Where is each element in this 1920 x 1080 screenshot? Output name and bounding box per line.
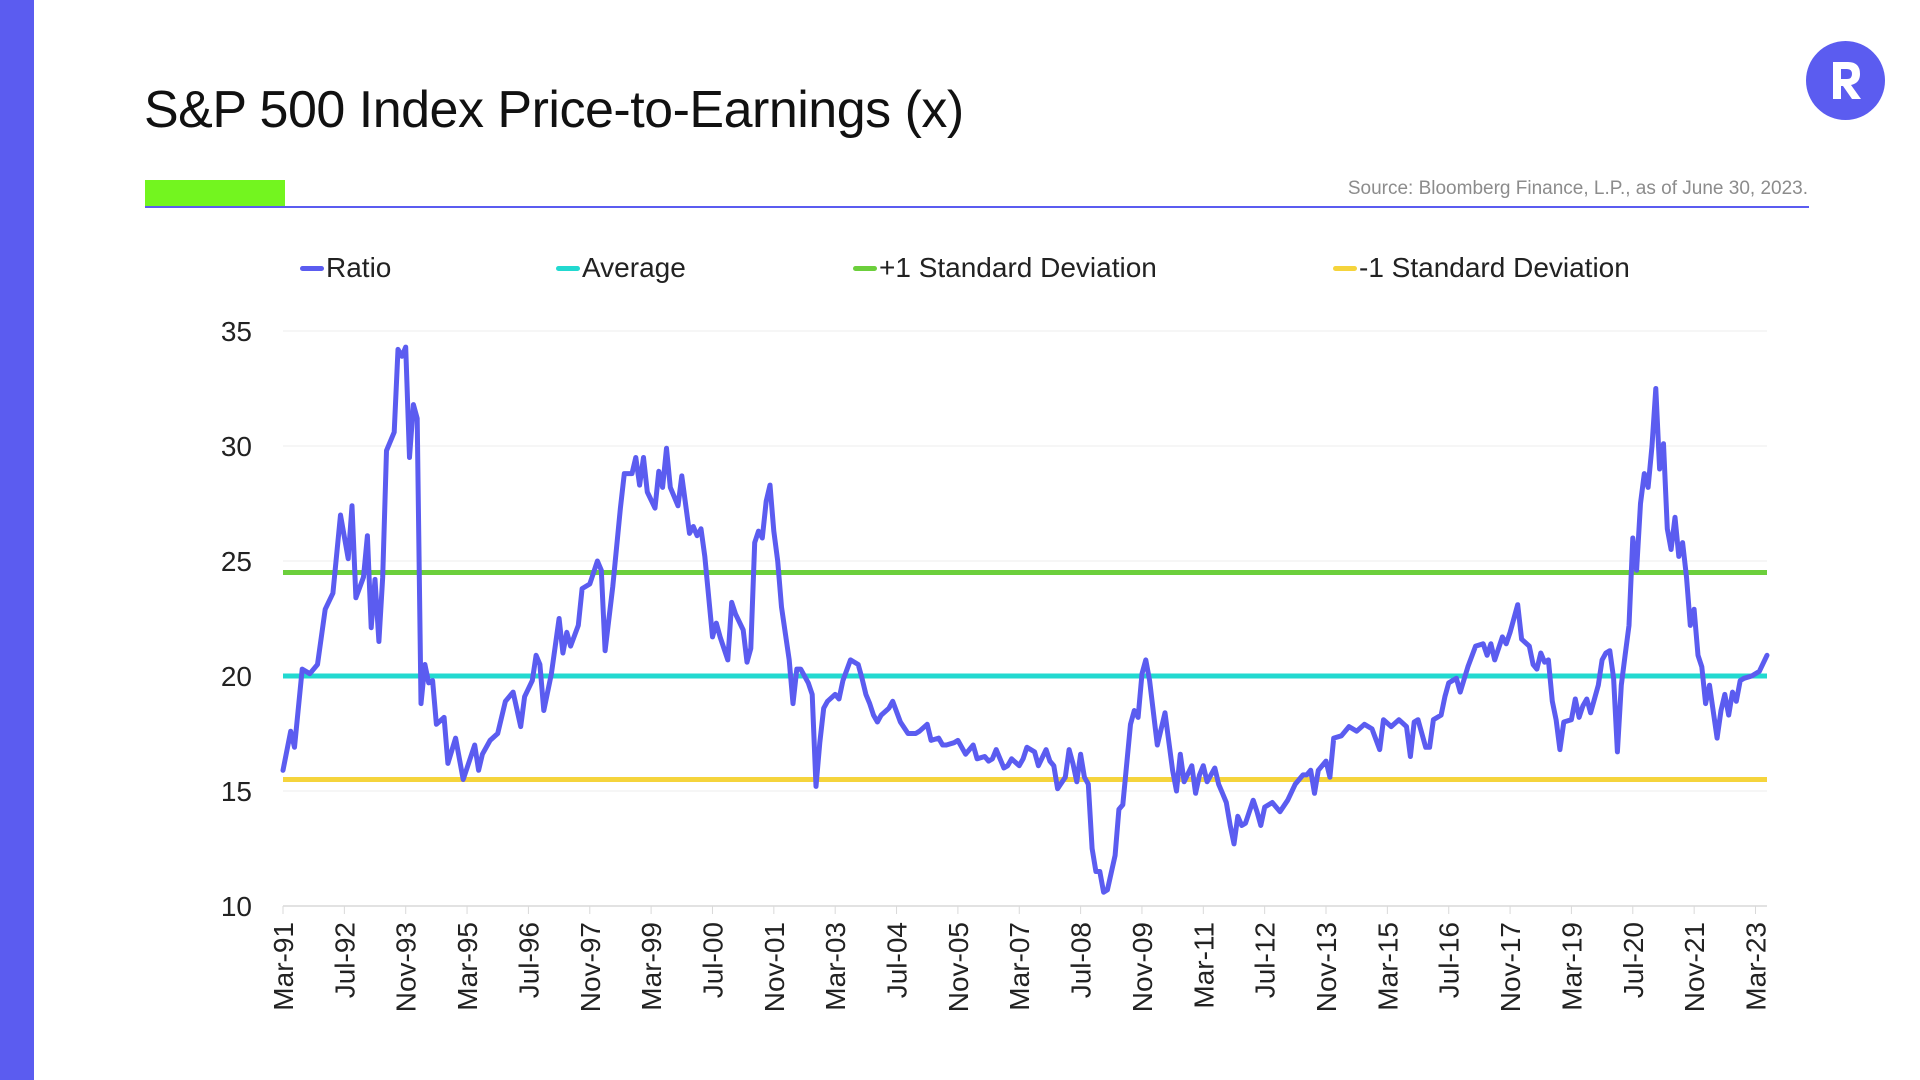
- r-logo-icon: [1806, 41, 1885, 120]
- source-note: Source: Bloomberg Finance, L.P., as of J…: [1347, 178, 1808, 199]
- legend-item-ratio: Ratio: [300, 252, 391, 284]
- x-tick-label-Mar-99: Mar-99: [636, 922, 667, 1011]
- y-tick-label-15: 15: [221, 776, 252, 807]
- legend-item-average: Average: [556, 252, 686, 284]
- y-tick-label-25: 25: [221, 546, 252, 577]
- x-tick-label-Mar-23: Mar-23: [1740, 922, 1771, 1011]
- y-tick-label-30: 30: [221, 431, 252, 462]
- x-tick-label-Nov-05: Nov-05: [943, 922, 974, 1012]
- x-tick-label-Jul-92: Jul-92: [329, 922, 360, 998]
- y-tick-label-10: 10: [221, 891, 252, 922]
- legend-swatch-minus-1-sd: [1333, 265, 1357, 271]
- y-tick-label-35: 35: [221, 316, 252, 347]
- page-title: S&P 500 Index Price-to-Earnings (x): [144, 81, 964, 139]
- x-tick-label-Nov-17: Nov-17: [1495, 922, 1526, 1012]
- legend-swatch-plus-1-sd: [853, 265, 877, 271]
- x-tick-label-Jul-16: Jul-16: [1434, 922, 1465, 998]
- legend-swatch-average: [556, 265, 580, 271]
- x-tick-label-Mar-11: Mar-11: [1188, 922, 1219, 1009]
- x-tick-label-Jul-04: Jul-04: [882, 922, 913, 998]
- legend-label-ratio: Ratio: [326, 252, 392, 283]
- x-tick-label-Mar-15: Mar-15: [1372, 922, 1403, 1011]
- x-tick-label-Mar-91: Mar-91: [268, 922, 299, 1011]
- x-tick-label-Nov-93: Nov-93: [391, 922, 422, 1012]
- legend-label-minus-1-sd: -1 Standard Deviation: [1359, 252, 1630, 283]
- x-tick-label-Mar-03: Mar-03: [820, 922, 851, 1011]
- left-accent-bar: [0, 0, 34, 1080]
- ratio-series-line: [280, 344, 1770, 895]
- x-tick-label-Nov-21: Nov-21: [1679, 922, 1710, 1012]
- x-tick-label-Jul-08: Jul-08: [1066, 922, 1097, 998]
- header-divider: [145, 206, 1809, 208]
- legend-swatch-ratio: [300, 265, 324, 271]
- y-tick-label-20: 20: [221, 661, 252, 692]
- x-tick-label-Nov-97: Nov-97: [575, 922, 606, 1012]
- x-tick-label-Mar-95: Mar-95: [452, 922, 483, 1011]
- x-tick-label-Nov-13: Nov-13: [1311, 922, 1342, 1012]
- x-tick-label-Jul-96: Jul-96: [513, 922, 544, 998]
- x-tick-label-Mar-19: Mar-19: [1556, 922, 1587, 1011]
- legend-item-plus-1-sd: +1 Standard Deviation: [853, 252, 1157, 284]
- accent-tab: [145, 180, 285, 206]
- legend-label-average: Average: [582, 252, 686, 283]
- x-tick-label-Mar-07: Mar-07: [1004, 922, 1035, 1011]
- legend-label-plus-1-sd: +1 Standard Deviation: [879, 252, 1157, 283]
- chart-legend: Ratio Average +1 Standard Deviation -1 S…: [0, 252, 1920, 288]
- x-tick-label-Jul-00: Jul-00: [697, 922, 728, 998]
- x-tick-label-Nov-09: Nov-09: [1127, 922, 1158, 1012]
- x-tick-label-Nov-01: Nov-01: [759, 922, 790, 1012]
- x-tick-label-Jul-12: Jul-12: [1250, 922, 1281, 998]
- x-tick-label-Jul-20: Jul-20: [1618, 922, 1649, 998]
- legend-item-minus-1-sd: -1 Standard Deviation: [1333, 252, 1630, 284]
